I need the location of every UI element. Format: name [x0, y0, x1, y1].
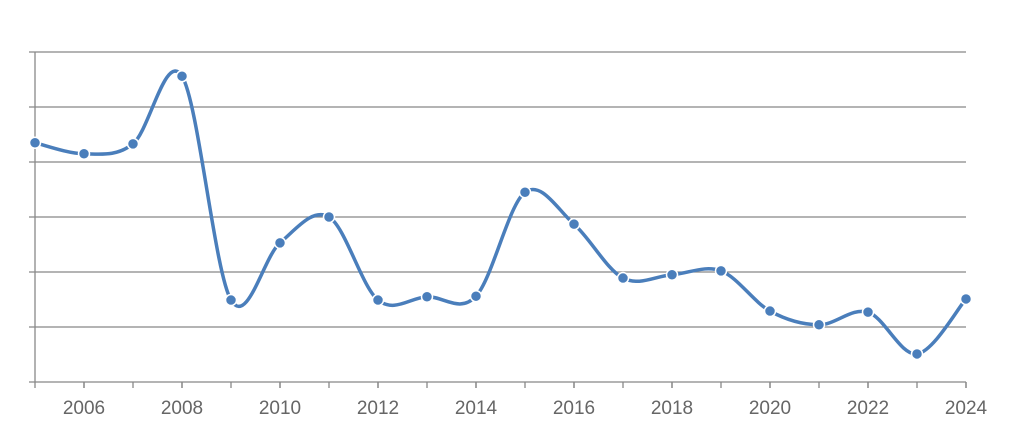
x-tick-label: 2008	[161, 398, 203, 419]
data-point	[322, 210, 336, 224]
data-point	[371, 293, 385, 307]
x-tick-label: 2022	[847, 398, 889, 419]
data-point	[665, 268, 679, 281]
data-point	[420, 290, 434, 303]
data-point	[616, 271, 630, 285]
x-tick-label: 2010	[259, 398, 301, 419]
data-point	[763, 304, 777, 318]
x-tick-label: 2016	[553, 398, 595, 419]
x-tick-label: 2012	[357, 398, 399, 419]
data-point	[126, 137, 140, 151]
x-tick-label: 2014	[455, 398, 498, 419]
data-line	[34, 69, 968, 356]
data-point	[224, 293, 238, 307]
data-point	[77, 147, 91, 160]
data-point	[959, 292, 973, 306]
data-point	[273, 236, 287, 250]
x-tick-label: 2020	[749, 398, 791, 419]
data-point	[861, 305, 875, 319]
data-point	[469, 289, 483, 303]
data-point	[714, 264, 728, 278]
data-point	[175, 69, 189, 83]
data-point	[812, 318, 826, 332]
data-point	[567, 217, 581, 231]
data-point	[518, 186, 532, 199]
data-point	[28, 136, 42, 149]
data-point	[910, 347, 924, 361]
x-tick-label: 2018	[651, 398, 693, 419]
x-tick-label: 2024	[945, 398, 988, 419]
x-tick-label: 2006	[63, 398, 105, 419]
